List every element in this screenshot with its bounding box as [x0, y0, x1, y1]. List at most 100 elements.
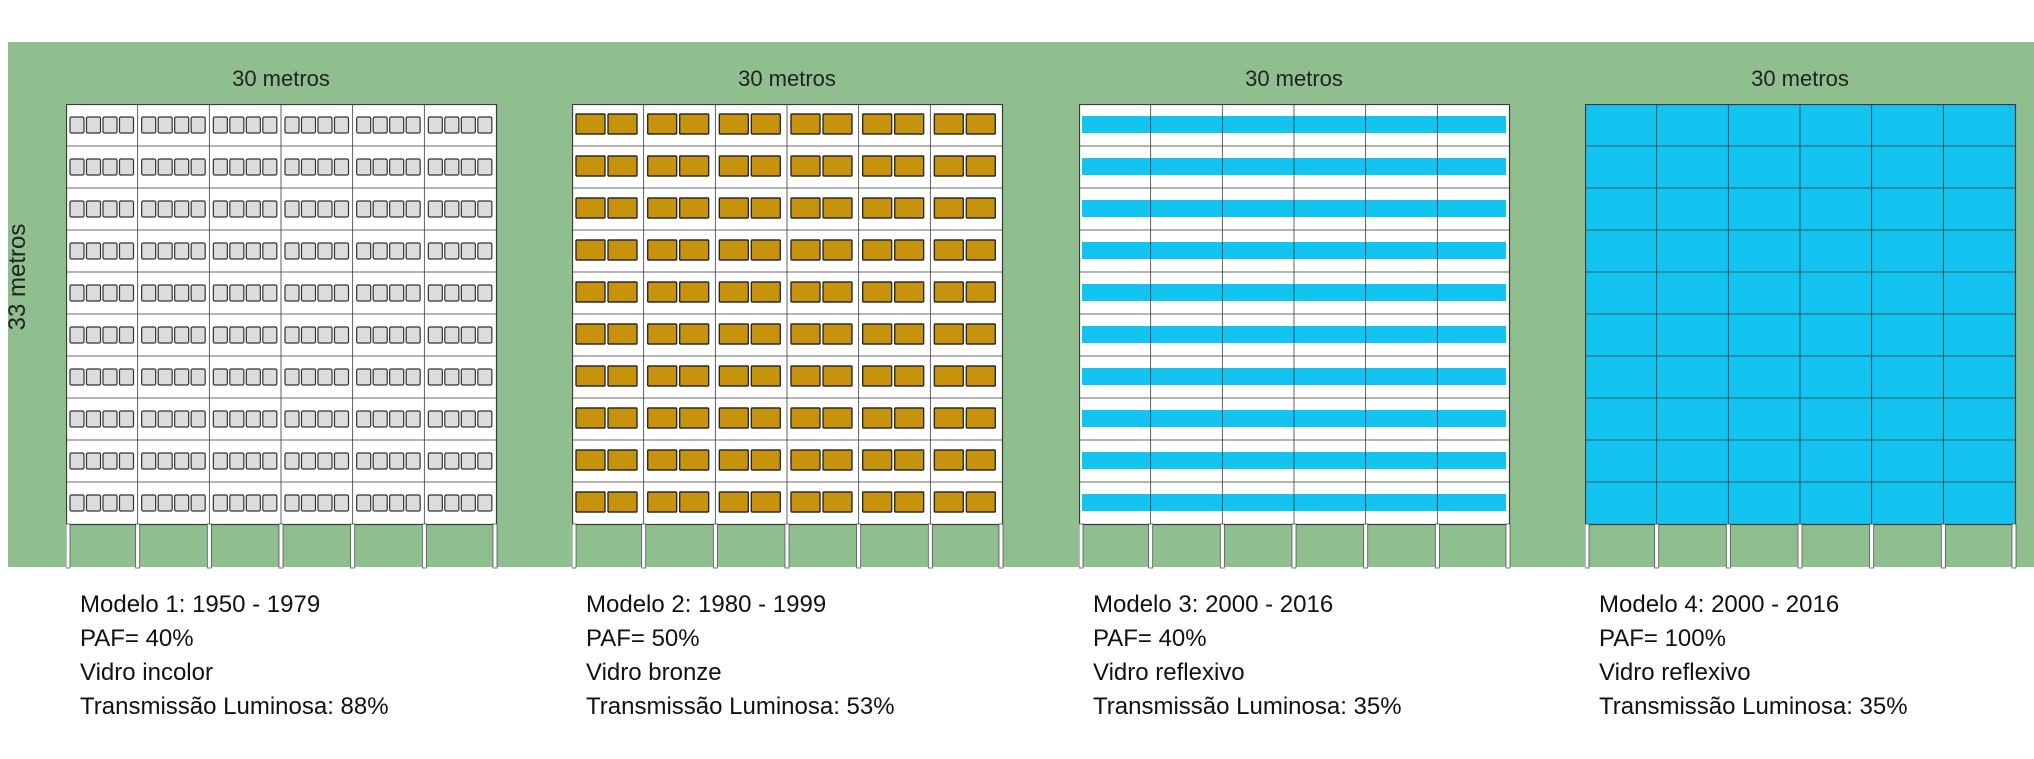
window-pane	[965, 491, 997, 513]
window-pane	[965, 113, 997, 135]
window-pane	[85, 158, 102, 176]
window-pane	[893, 155, 925, 177]
window-pane	[750, 491, 782, 513]
window-pane	[69, 368, 85, 386]
window-pane	[790, 449, 821, 471]
window-pane	[333, 116, 350, 134]
window-pane	[141, 494, 157, 512]
window-pane	[356, 158, 372, 176]
window-pane	[678, 491, 710, 513]
window-pane	[229, 242, 245, 260]
window-pane	[284, 116, 300, 134]
window-pane	[427, 284, 443, 302]
window-pane	[372, 158, 388, 176]
window-pane	[427, 158, 443, 176]
piloti-column	[1079, 523, 1084, 569]
window-pane	[102, 452, 118, 470]
window-pane	[822, 491, 853, 513]
window-pane	[372, 200, 388, 218]
window-pane	[245, 494, 261, 512]
window-pane	[212, 242, 228, 260]
piloti-column	[1434, 523, 1440, 569]
model-glass: Vidro reflexivo	[1093, 659, 1245, 686]
window-pane	[190, 200, 206, 218]
window-pane	[893, 113, 925, 135]
window-pane	[893, 449, 925, 471]
model-transmission: Transmissão Luminosa: 88%	[80, 693, 389, 720]
window-pane	[427, 410, 443, 428]
window-pane	[678, 323, 710, 345]
window-pane	[69, 158, 85, 176]
window-pane	[212, 326, 228, 344]
window-pane	[477, 116, 493, 134]
piloti-column	[350, 523, 356, 569]
piloti-column	[1940, 523, 1946, 569]
window-pane	[157, 242, 173, 260]
window-pane	[174, 494, 190, 512]
window-pane	[607, 281, 638, 303]
window-pane	[245, 452, 261, 470]
window-pane	[460, 284, 476, 302]
window-pane	[405, 116, 421, 134]
piloti-column	[927, 523, 933, 569]
window-pane	[444, 410, 460, 428]
window-pane	[444, 158, 460, 176]
window-pane	[157, 158, 173, 176]
window-pane	[245, 116, 261, 134]
window-pane	[405, 158, 421, 176]
window-pane	[190, 368, 206, 386]
window-pane	[245, 326, 261, 344]
window-pane	[333, 368, 350, 386]
window-pane	[790, 155, 821, 177]
window-pane	[157, 326, 173, 344]
window-pane	[965, 365, 997, 387]
window-pane	[372, 452, 388, 470]
window-pane	[389, 284, 405, 302]
window-pane	[607, 407, 638, 429]
window-pane	[933, 323, 965, 345]
window-pane	[607, 239, 638, 261]
window-pane	[575, 407, 606, 429]
window-pane	[69, 242, 85, 260]
window-pane	[229, 494, 245, 512]
width-label: 30 metros	[738, 66, 836, 91]
window-pane	[933, 407, 965, 429]
window-pane	[300, 326, 317, 344]
window-pane	[678, 197, 710, 219]
window-pane	[262, 284, 278, 302]
window-pane	[646, 155, 678, 177]
window-pane	[965, 323, 997, 345]
window-pane	[157, 284, 173, 302]
window-pane	[861, 323, 893, 345]
window-pane	[607, 197, 638, 219]
window-pane	[861, 491, 893, 513]
window-pane	[69, 284, 85, 302]
facade-wall	[1585, 104, 2017, 526]
window-pane	[190, 158, 206, 176]
window-pane	[477, 494, 493, 512]
window-pane	[245, 242, 261, 260]
window-pane	[157, 368, 173, 386]
window-pane	[477, 242, 493, 260]
window-pane	[356, 284, 372, 302]
window-pane	[245, 368, 261, 386]
model-caption: Modelo 2: 1980 - 1999 PAF= 50% Vidro bro…	[586, 588, 895, 724]
window-pane	[300, 284, 317, 302]
window-pane	[300, 494, 317, 512]
window-pane	[262, 368, 278, 386]
window-pane	[174, 410, 190, 428]
window-pane	[933, 281, 965, 303]
window-pane	[822, 449, 853, 471]
window-pane	[102, 158, 118, 176]
window-pane	[284, 200, 300, 218]
window-pane	[575, 113, 606, 135]
window-pane	[678, 155, 710, 177]
window-pane	[822, 239, 853, 261]
model-title: Modelo 2: 1980 - 1999	[586, 591, 827, 618]
window-pane	[389, 494, 405, 512]
window-pane	[85, 494, 102, 512]
window-pane	[174, 452, 190, 470]
window-pane	[190, 284, 206, 302]
facade-wall	[572, 104, 1004, 526]
piloti-column	[278, 523, 284, 569]
